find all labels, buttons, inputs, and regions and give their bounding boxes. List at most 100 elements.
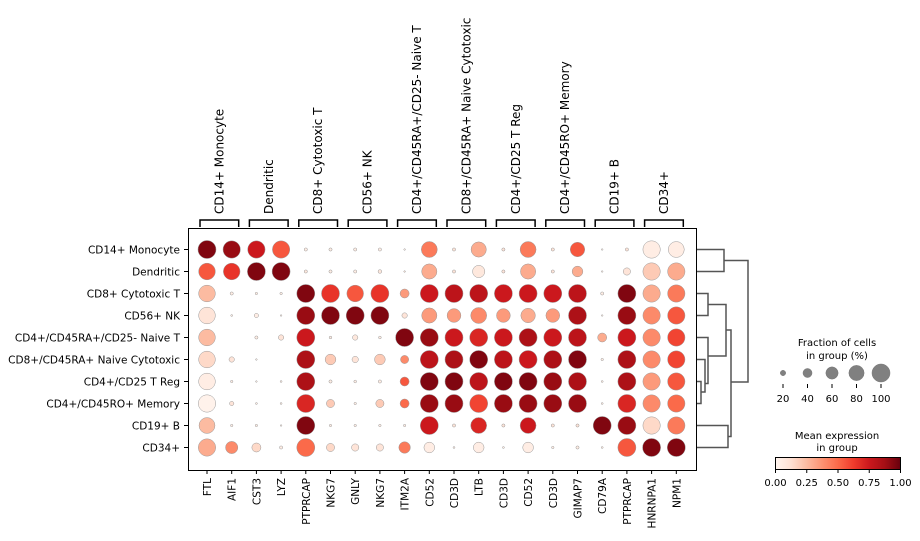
dot	[551, 446, 555, 449]
dot	[280, 314, 283, 317]
dot	[452, 423, 456, 428]
dot	[303, 247, 308, 252]
dot	[568, 394, 587, 413]
dot	[473, 441, 485, 454]
dot	[400, 355, 409, 364]
gene-label: AIF1	[227, 478, 239, 501]
group-bracket	[298, 219, 339, 227]
gene-label: CD52	[523, 478, 535, 507]
gene-label: LTB	[474, 478, 486, 496]
dot	[470, 417, 487, 434]
dot	[376, 443, 384, 452]
dot	[543, 350, 563, 369]
group-bracket	[248, 219, 289, 227]
group-headers: CD14+ Monocyte Dendritic CD8+ Cytotoxic T C…	[199, 18, 685, 227]
dot	[403, 424, 407, 427]
dot	[667, 416, 686, 435]
dot	[254, 335, 259, 340]
dot	[374, 353, 386, 366]
dot	[198, 350, 216, 369]
dot	[472, 265, 486, 278]
gene-label: CD3D	[548, 478, 560, 508]
dot	[518, 350, 538, 369]
group-bracket	[495, 219, 536, 227]
dot	[353, 269, 358, 274]
dot	[303, 269, 308, 274]
dot	[403, 270, 406, 273]
group-bracket	[446, 219, 487, 227]
group-label: CD34+	[657, 171, 671, 214]
dot	[399, 288, 410, 299]
dendrogram-link	[724, 259, 749, 383]
size-legend-dot	[780, 370, 786, 376]
dot	[324, 353, 337, 366]
colorbar-label: 0.00	[764, 478, 786, 489]
dot	[377, 269, 382, 274]
dendrogram-link	[726, 329, 732, 438]
dendrogram-link	[697, 380, 702, 405]
dot	[296, 328, 316, 347]
dot	[617, 394, 637, 413]
dot	[198, 372, 216, 391]
dot	[198, 438, 216, 457]
gene-label: ITM2A	[400, 477, 412, 510]
group-bracket	[347, 219, 388, 227]
dot	[642, 394, 661, 413]
row-label: CD8+ Cytotoxic T	[87, 289, 181, 301]
dot	[625, 247, 629, 252]
dot	[623, 267, 631, 276]
dot	[198, 284, 216, 303]
dot	[346, 284, 364, 303]
dot	[279, 380, 283, 383]
dot	[568, 328, 587, 347]
dot	[600, 358, 604, 361]
dot	[642, 438, 661, 457]
group-label: CD8+/CD45RA+ Naive Cytotoxic	[459, 18, 473, 214]
dot	[197, 240, 217, 259]
dot	[272, 240, 291, 259]
dot	[228, 356, 235, 363]
dendrogram-link	[697, 336, 709, 385]
row-label: CD14+ Monocyte	[88, 245, 180, 257]
dot	[642, 262, 661, 281]
dot	[370, 284, 390, 303]
row-label: CD19+ B	[132, 421, 180, 433]
dot	[398, 441, 411, 454]
dot	[617, 306, 637, 325]
dot	[296, 350, 316, 369]
dot	[518, 372, 538, 391]
dot	[568, 306, 587, 325]
dendrogram	[697, 248, 749, 449]
dot	[198, 417, 216, 434]
dot	[519, 417, 537, 434]
dot	[668, 241, 685, 258]
dot	[296, 372, 316, 391]
group-bracket	[545, 219, 586, 227]
dot	[469, 328, 488, 347]
dot	[225, 441, 239, 454]
dot	[600, 291, 605, 296]
group-label: CD8+ Cytotoxic T	[311, 107, 325, 214]
dot	[223, 262, 241, 281]
group-label: CD4+/CD45RO+ Memory	[558, 61, 572, 214]
dot	[667, 328, 686, 347]
colorbar-label: 0.75	[858, 478, 880, 489]
dot	[452, 247, 456, 252]
dot	[198, 262, 216, 281]
size-legend-dot	[802, 368, 813, 378]
row-label: Dendritic	[132, 267, 180, 279]
dot	[399, 376, 410, 387]
dot	[420, 284, 439, 303]
size-legend-label: 80	[850, 394, 863, 405]
dot	[403, 248, 406, 251]
dot	[253, 313, 259, 318]
dot	[296, 438, 316, 457]
dot	[496, 308, 511, 323]
dot	[568, 350, 587, 369]
dot	[420, 372, 439, 391]
size-legend-dot	[825, 366, 839, 380]
size-legend-dot	[848, 365, 865, 381]
dot	[444, 284, 464, 303]
dot	[501, 423, 506, 428]
